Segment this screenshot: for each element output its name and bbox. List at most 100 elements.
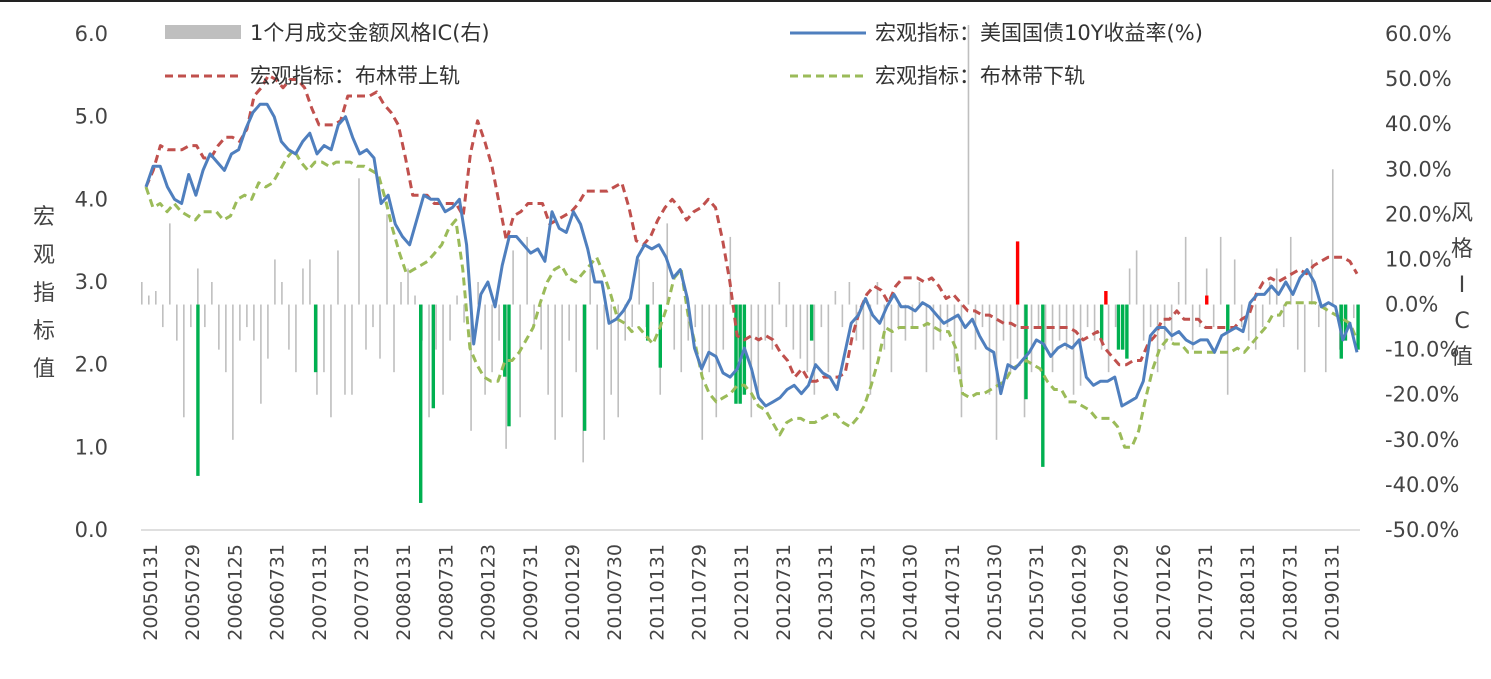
x-tick-label: 20160729 xyxy=(1111,544,1133,641)
ic-bar xyxy=(722,304,725,350)
ic-bar xyxy=(477,282,479,305)
highlight-bar xyxy=(645,304,650,341)
x-tick-label: 20130731 xyxy=(857,544,879,641)
ic-bar xyxy=(1184,236,1187,305)
ic-bar xyxy=(946,304,949,328)
ic-bar xyxy=(778,282,781,305)
x-tick-label: 20130131 xyxy=(815,544,837,641)
right-tick-label: 20.0% xyxy=(1385,202,1452,226)
legend-label-ic: 1个月成交金额风格IC(右) xyxy=(250,21,490,45)
right-tick-label: 30.0% xyxy=(1385,157,1452,181)
x-tick-label: 20180131 xyxy=(1237,544,1259,641)
ic-bar xyxy=(687,304,690,341)
x-tick-label: 20170731 xyxy=(1195,544,1217,641)
ic-bar xyxy=(729,236,732,305)
ic-bar xyxy=(1261,304,1264,328)
ic-bar xyxy=(596,304,598,350)
ic-bar xyxy=(470,304,472,431)
x-tick-label: 20060731 xyxy=(267,544,289,641)
ic-bar xyxy=(1205,268,1208,305)
ic-bar xyxy=(456,295,458,305)
ic-bar xyxy=(1317,304,1320,328)
legend-swatch-ic xyxy=(165,25,241,39)
ic-bar xyxy=(680,304,683,373)
ic-bar xyxy=(491,304,493,373)
highlight-bar xyxy=(1104,291,1108,305)
ic-bar xyxy=(1226,304,1229,395)
ic-bar xyxy=(1275,268,1278,305)
x-tick-label: 20090731 xyxy=(520,544,542,641)
ic-bar xyxy=(855,304,858,341)
ic-bar xyxy=(169,223,171,305)
ic-bar xyxy=(911,304,914,328)
highlight-bar xyxy=(1015,241,1020,305)
ic-bar xyxy=(211,282,213,305)
ic-bar xyxy=(953,304,956,373)
right-tick-label: -40.0% xyxy=(1385,473,1459,497)
ic-bar xyxy=(218,304,220,350)
left-title-char: 指 xyxy=(33,281,55,306)
lines-layer xyxy=(144,73,1359,449)
ic-bar xyxy=(1324,304,1327,373)
ic-bar xyxy=(575,304,577,373)
ic-bar xyxy=(1058,304,1061,341)
highlight-bar xyxy=(431,304,436,409)
ic-bar xyxy=(141,282,143,305)
ic-bar xyxy=(225,304,227,373)
highlight-bar xyxy=(809,304,814,341)
highlight-bar xyxy=(1125,304,1129,359)
ic-bar xyxy=(806,304,809,373)
highlight-bar xyxy=(738,304,742,404)
left-tick-label: 0.0 xyxy=(75,518,108,542)
ic-bar xyxy=(442,304,444,395)
ic-bar xyxy=(414,295,416,305)
ic-bar xyxy=(869,304,872,395)
ic-bar xyxy=(449,304,451,341)
highlight-bar xyxy=(196,304,200,476)
ic-bar xyxy=(694,304,697,328)
right-tick-label: -20.0% xyxy=(1385,383,1459,407)
x-tick-label: 20160129 xyxy=(1068,544,1090,641)
ic-bar xyxy=(148,295,150,305)
ic-bar xyxy=(827,304,830,373)
highlight-bar xyxy=(1205,295,1209,305)
ic-bar xyxy=(960,304,963,418)
right-title-char: C xyxy=(1454,309,1469,334)
ic-bar xyxy=(764,304,767,341)
ic-bar xyxy=(281,282,283,305)
x-tick-label: 20090123 xyxy=(478,544,500,641)
ic-bar xyxy=(883,304,886,350)
ic-bar xyxy=(1296,304,1299,350)
ic-bar xyxy=(533,304,535,328)
ic-bar xyxy=(897,304,900,328)
right-tick-label: 60.0% xyxy=(1385,22,1452,46)
ic-bar xyxy=(428,304,430,418)
ic-bar xyxy=(407,268,409,305)
x-tick-label: 20100730 xyxy=(604,544,626,641)
ic-bar xyxy=(274,259,276,305)
ic-bar xyxy=(638,259,641,305)
x-tick-label: 20140731 xyxy=(942,544,964,641)
ic-bar xyxy=(890,304,893,373)
x-tick-label: 20180731 xyxy=(1279,544,1301,641)
right-title-char: 风 xyxy=(1451,201,1473,226)
ic-bar xyxy=(603,304,605,440)
highlight-bar xyxy=(313,304,318,373)
highlight-bar xyxy=(582,304,587,431)
ic-bar xyxy=(568,304,570,341)
ic-bar xyxy=(1282,304,1285,328)
ic-bar xyxy=(540,304,542,350)
ic-bar xyxy=(260,304,262,404)
ic-bar xyxy=(155,291,157,305)
x-tick-label: 20120131 xyxy=(731,544,753,641)
ic-bar xyxy=(904,304,907,341)
ic-bar xyxy=(323,304,325,373)
right-tick-label: -10.0% xyxy=(1385,338,1459,362)
ic-bar xyxy=(1128,268,1131,305)
ic-bar xyxy=(589,268,591,305)
highlight-bars-layer xyxy=(196,241,1360,503)
highlight-bar xyxy=(419,304,423,503)
left-axis: 0.0 1.0 2.0 3.0 4.0 5.0 6.0 xyxy=(75,22,108,542)
ic-bar xyxy=(771,304,774,350)
